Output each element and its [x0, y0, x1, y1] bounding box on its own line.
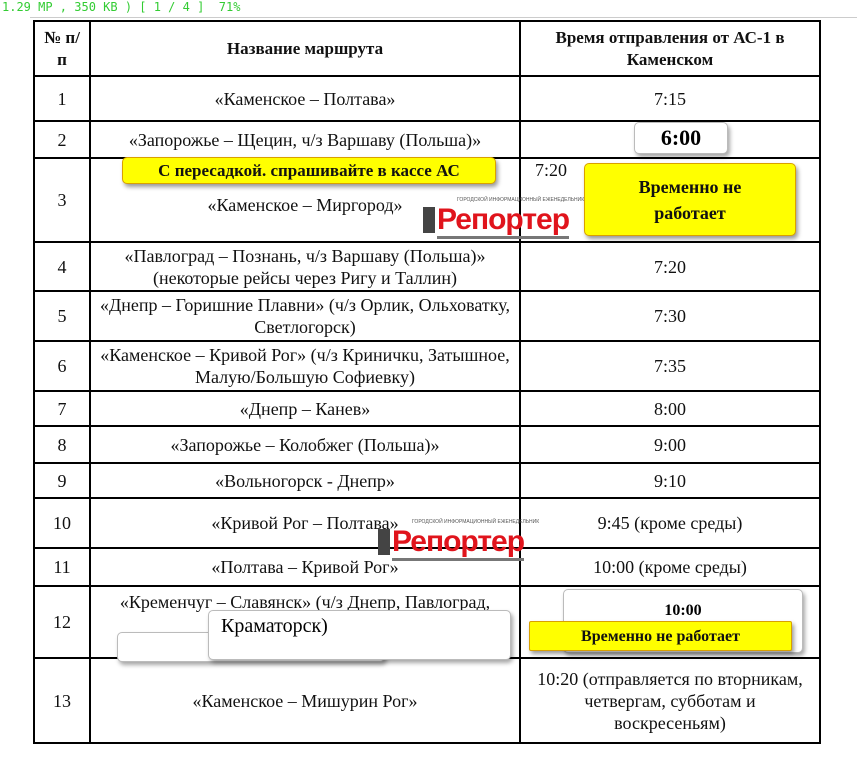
- departure-time: 7:35: [519, 340, 821, 392]
- row-number: 4: [33, 241, 91, 292]
- departure-time: 9:00: [519, 425, 821, 464]
- table-row: 5 «Днепр – Горишние Плавни» (ч/з Орлик, О…: [33, 290, 821, 342]
- row-number: 11: [33, 547, 91, 587]
- header-number: № п/п: [33, 20, 91, 77]
- departure-time: 10:20 (отправляется по вторникам, четвер…: [519, 657, 821, 744]
- row-number: 3: [33, 157, 91, 243]
- header-time: Время отправления от АС-1 в Каменском: [519, 20, 821, 77]
- route-name: «Запорожье – Колобжег (Польша)»: [89, 425, 521, 464]
- watermark-logo-1: ГОРОДСКОЙ ИНФОРМАЦИОННЫЙ ЕЖЕНЕДЕЛЬНИК Ре…: [423, 197, 584, 239]
- table-row: 1 «Каменское – Полтава» 7:15: [33, 75, 821, 122]
- route-name: «Днепр – Горишние Плавни» (ч/з Орлик, Ол…: [89, 290, 521, 342]
- row3-note: С пересадкой. спрашивайте в кассе АС: [122, 157, 496, 184]
- departure-time: 7:15: [519, 75, 821, 122]
- row-number: 5: [33, 290, 91, 342]
- departure-time: 7:20: [519, 241, 821, 292]
- row-number: 8: [33, 425, 91, 464]
- row2-time-box: 6:00: [634, 122, 728, 154]
- route-name: «Павлоград – Познань, ч/з Варшаву (Польш…: [89, 241, 521, 292]
- table-row: 8 «Запорожье – Колобжег (Польша)» 9:00: [33, 425, 821, 464]
- table-row: 13 «Каменское – Мишурин Рог» 10:20 (отправ…: [33, 657, 821, 744]
- row-number: 13: [33, 657, 91, 744]
- row-number: 12: [33, 585, 91, 659]
- table-row: 4 «Павлоград – Познань, ч/з Варшаву (Поль…: [33, 241, 821, 292]
- row12-route-end: Краматорск): [208, 610, 511, 660]
- watermark-prefix: [423, 207, 435, 233]
- departure-time: 7:30: [519, 290, 821, 342]
- route-name: «Запорожье – Щецин, ч/з Варшаву (Польша)…: [89, 120, 521, 159]
- route-name: «Кривой Рог – Полтава»: [89, 497, 521, 549]
- departure-time: 9:45 (кроме среды): [519, 497, 821, 549]
- table-row: 9 «Вольногорск - Днепр» 9:10: [33, 462, 821, 499]
- row-number: 2: [33, 120, 91, 159]
- viewer-status: 1.29 MP , 350 KB ) [ 1 / 4 ] 71%: [2, 0, 241, 14]
- watermark-logo-2: ГОРОДСКОЙ ИНФОРМАЦИОННЫЙ ЕЖЕНЕДЕЛЬНИК Ре…: [378, 519, 539, 561]
- row12-status: Временно не работает: [529, 621, 792, 651]
- route-name: «Днепр – Канев»: [89, 390, 521, 427]
- table-row: 7 «Днепр – Канев» 8:00: [33, 390, 821, 427]
- row-number: 10: [33, 497, 91, 549]
- route-name: «Полтава – Кривой Рог»: [89, 547, 521, 587]
- header-route: Название маршрута: [89, 20, 521, 77]
- departure-time: 8:00: [519, 390, 821, 427]
- departure-time: 9:10: [519, 462, 821, 499]
- table-row: 10 «Кривой Рог – Полтава» 9:45 (кроме сред…: [33, 497, 821, 549]
- route-name: «Каменское – Мишурин Рог»: [89, 657, 521, 744]
- route-name: «Каменское – Кривой Рог» (ч/з Криничкu, …: [89, 340, 521, 392]
- watermark-prefix: [378, 529, 390, 555]
- route-name: «Вольногорск - Днепр»: [89, 462, 521, 499]
- table-row: 11 «Полтава – Кривой Рог» 10:00 (кроме сре…: [33, 547, 821, 587]
- row3-status: Временно не работает: [584, 163, 796, 236]
- row-number: 6: [33, 340, 91, 392]
- row-number: 1: [33, 75, 91, 122]
- row-number: 9: [33, 462, 91, 499]
- departure-time: 10:00 (кроме среды): [519, 547, 821, 587]
- row-number: 7: [33, 390, 91, 427]
- route-name: «Каменское – Полтава»: [89, 75, 521, 122]
- table-header: № п/п Название маршрута Время отправлени…: [33, 20, 821, 77]
- divider: [30, 17, 857, 18]
- table-row: 6 «Каменское – Кривой Рог» (ч/з Криничкu,…: [33, 340, 821, 392]
